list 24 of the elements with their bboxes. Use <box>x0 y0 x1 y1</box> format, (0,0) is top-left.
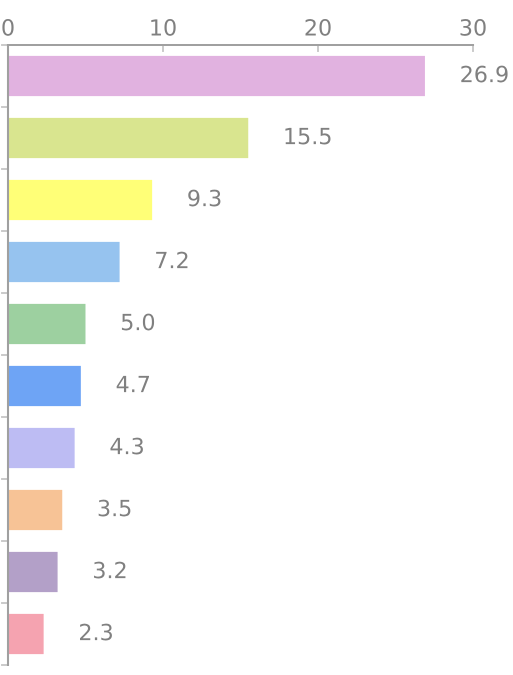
bar <box>8 428 75 468</box>
bar <box>8 490 62 530</box>
bar <box>8 180 152 220</box>
bar <box>8 614 44 654</box>
data-label: 2.3 <box>80 624 112 640</box>
data-label: 4.7 <box>116 376 150 392</box>
data-label: 5.0 <box>122 314 154 330</box>
bar <box>8 118 248 158</box>
bar <box>8 56 425 96</box>
data-label: 4.3 <box>110 438 143 454</box>
data-label: 26.9 <box>461 66 508 82</box>
data-label: 3.5 <box>98 500 130 516</box>
bar <box>8 304 86 344</box>
bar <box>8 242 120 282</box>
data-label: 15.5 <box>285 128 331 144</box>
data-label: 7.2 <box>156 252 188 268</box>
x-tick-label: 30 <box>460 19 486 36</box>
x-tick-label: 20 <box>305 19 331 36</box>
bar <box>8 552 58 592</box>
data-label: 3.2 <box>94 562 126 578</box>
x-tick-label: 0 <box>2 19 14 36</box>
data-label: 9.3 <box>188 190 220 206</box>
bar <box>8 366 81 406</box>
x-tick-label: 10 <box>151 19 176 36</box>
